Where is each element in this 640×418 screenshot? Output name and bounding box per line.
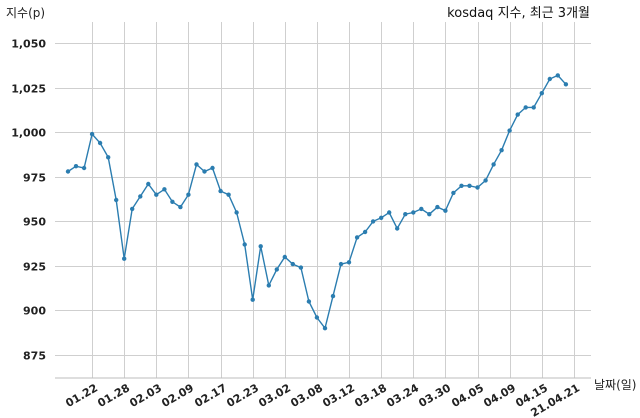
x-ticks: 01.2201.2802.0302.0902.1702.2303.0203.08… <box>63 381 582 418</box>
data-point <box>234 210 239 215</box>
data-point <box>443 208 448 213</box>
data-point <box>475 185 480 190</box>
data-point <box>210 165 215 171</box>
y-tick-label: 1,025 <box>11 83 46 96</box>
series-line-kosdaq <box>67 74 567 330</box>
data-point <box>370 219 376 224</box>
y-tick-label: 875 <box>23 350 46 363</box>
x-tick-label: 02.09 <box>159 381 196 410</box>
data-point <box>194 162 199 167</box>
data-point <box>403 212 408 217</box>
data-point <box>146 181 151 187</box>
data-point <box>314 315 320 320</box>
data-point <box>290 261 295 267</box>
y-tick-label: 925 <box>23 261 46 274</box>
data-point <box>435 204 440 210</box>
x-tick-label: 03.08 <box>288 381 325 410</box>
data-point <box>106 155 111 160</box>
y-axis-label: 지수(p) <box>6 6 45 20</box>
data-point <box>130 206 135 212</box>
data-point <box>282 254 287 260</box>
y-tick-label: 1,050 <box>11 38 46 51</box>
data-point <box>89 131 95 137</box>
y-tick-label: 950 <box>23 216 46 229</box>
y-ticks: 875 900 925 950 975 1,000 1,025 1,050 <box>11 38 46 363</box>
y-tick-label: 1,000 <box>11 127 46 140</box>
data-point <box>362 229 368 235</box>
data-point <box>138 194 143 199</box>
data-point <box>419 206 424 212</box>
data-point <box>218 188 223 194</box>
x-tick-label: 02.23 <box>224 381 261 410</box>
x-axis-label: 날짜(일) <box>594 378 636 392</box>
data-point <box>491 162 496 167</box>
data-point <box>499 148 504 153</box>
x-tick-label: 01.22 <box>63 381 100 410</box>
data-point <box>467 183 472 188</box>
data-point <box>555 73 560 78</box>
data-point <box>338 261 344 267</box>
data-point <box>507 128 512 133</box>
data-point <box>258 244 263 249</box>
x-tick-label: 02.03 <box>127 381 164 410</box>
data-point <box>531 105 536 110</box>
chart-title: kosdaq 지수, 최근 3개월 <box>447 6 590 21</box>
data-point <box>354 235 360 240</box>
data-point <box>411 210 416 215</box>
data-point <box>427 212 432 217</box>
data-points <box>65 73 569 331</box>
y-tick-label: 975 <box>23 172 46 185</box>
data-point <box>162 187 167 192</box>
x-tick-label: 02.17 <box>192 381 229 410</box>
data-point <box>483 178 488 183</box>
data-point <box>451 190 456 196</box>
grid <box>55 22 591 378</box>
y-tick-label: 900 <box>23 305 46 318</box>
data-point <box>81 165 87 171</box>
data-point <box>73 164 79 169</box>
x-tick-label: 03.12 <box>320 381 357 410</box>
data-point <box>274 267 279 272</box>
data-point <box>387 210 392 215</box>
data-point <box>250 297 255 302</box>
data-point <box>346 260 352 265</box>
data-point <box>523 105 528 110</box>
x-tick-label: 01.28 <box>95 381 132 410</box>
data-point <box>459 183 464 188</box>
data-point <box>379 215 384 220</box>
data-point <box>539 91 544 96</box>
x-tick-label: 03.02 <box>256 381 293 410</box>
data-point <box>65 169 71 174</box>
data-point <box>186 192 191 197</box>
data-point <box>178 204 183 210</box>
data-point <box>202 169 207 174</box>
data-point <box>170 199 175 204</box>
data-point <box>306 299 312 304</box>
data-point <box>122 256 127 261</box>
data-point <box>226 192 231 197</box>
x-tick-label: 04.09 <box>481 381 518 410</box>
data-point <box>97 140 103 146</box>
data-point <box>298 265 304 270</box>
x-tick-label: 03.24 <box>384 381 421 410</box>
data-point <box>515 112 520 117</box>
x-tick-label: 03.18 <box>352 381 389 410</box>
data-point <box>395 226 400 231</box>
x-tick-label: 04.05 <box>449 381 486 410</box>
data-point <box>114 197 119 203</box>
data-point <box>330 293 336 299</box>
data-point <box>242 242 247 247</box>
data-point <box>266 283 271 288</box>
data-point <box>154 192 159 197</box>
data-point <box>563 82 569 87</box>
data-point <box>322 326 328 331</box>
data-point <box>547 76 552 82</box>
x-tick-label: 03.30 <box>416 381 453 410</box>
